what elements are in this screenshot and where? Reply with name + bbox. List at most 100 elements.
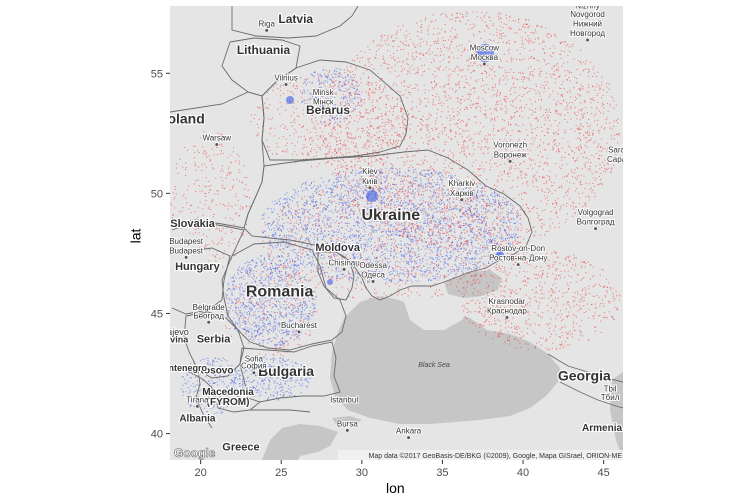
data-point	[483, 321, 485, 323]
data-point	[473, 322, 475, 324]
data-point	[516, 110, 518, 112]
data-point	[352, 59, 354, 61]
data-point	[325, 138, 327, 140]
data-point	[542, 40, 544, 42]
data-point	[465, 240, 467, 242]
data-point	[546, 203, 548, 205]
data-point	[479, 110, 481, 112]
data-point	[385, 141, 387, 143]
data-point	[227, 168, 229, 170]
data-point	[317, 104, 319, 106]
data-point	[488, 316, 490, 318]
data-point	[532, 74, 534, 76]
data-point	[559, 53, 561, 55]
data-point	[560, 270, 562, 272]
data-point	[482, 152, 484, 154]
data-point	[444, 185, 446, 187]
data-point	[441, 130, 443, 132]
data-point	[492, 89, 494, 91]
data-point	[569, 72, 571, 74]
data-point	[602, 162, 604, 164]
data-point	[561, 156, 563, 158]
data-point	[543, 58, 545, 60]
data-point	[612, 295, 614, 297]
data-point	[330, 155, 332, 157]
black-sea	[330, 296, 560, 424]
data-point	[480, 168, 482, 170]
data-point	[469, 139, 471, 141]
data-point	[356, 151, 358, 153]
data-point	[476, 213, 478, 215]
data-point	[529, 73, 531, 75]
data-point	[540, 200, 542, 202]
data-point	[202, 208, 204, 210]
data-point	[539, 145, 541, 147]
data-point	[585, 137, 587, 139]
data-point	[441, 246, 443, 248]
data-point	[458, 84, 460, 86]
data-point	[572, 201, 574, 203]
data-point	[355, 237, 357, 239]
data-point	[483, 316, 485, 318]
data-point	[439, 155, 441, 157]
data-point	[404, 292, 406, 294]
data-point	[276, 153, 278, 155]
data-point	[441, 111, 443, 113]
data-point	[394, 70, 396, 72]
data-point	[593, 72, 595, 74]
data-point	[279, 209, 281, 211]
data-point	[553, 139, 555, 141]
data-point	[329, 85, 331, 87]
data-point	[481, 11, 483, 13]
data-point	[172, 214, 174, 216]
data-point	[576, 82, 578, 84]
data-point	[507, 124, 509, 126]
data-point	[462, 17, 464, 19]
data-point	[414, 58, 416, 60]
data-point	[548, 115, 550, 117]
data-point	[272, 259, 274, 261]
data-point	[340, 166, 342, 168]
data-point	[204, 244, 206, 246]
data-point	[367, 174, 369, 176]
data-point	[470, 89, 472, 91]
data-point	[437, 47, 439, 49]
data-point	[451, 27, 453, 29]
data-point	[398, 133, 400, 135]
data-point	[574, 130, 576, 132]
data-point	[515, 259, 517, 261]
data-point	[384, 62, 386, 64]
data-point	[292, 85, 294, 87]
data-point	[558, 290, 560, 292]
data-point	[389, 71, 391, 73]
data-point	[218, 140, 220, 142]
data-point	[447, 111, 449, 113]
data-point	[419, 58, 421, 60]
data-point	[500, 13, 502, 15]
data-point	[491, 87, 493, 89]
data-point	[373, 213, 375, 215]
data-point	[519, 214, 521, 216]
data-point	[538, 341, 540, 343]
data-point	[561, 332, 563, 334]
data-point	[547, 230, 549, 232]
data-point	[514, 41, 516, 43]
data-point	[413, 68, 415, 70]
data-point	[400, 41, 402, 43]
data-point	[384, 35, 386, 37]
data-point	[340, 131, 342, 133]
data-point	[345, 165, 347, 167]
data-point	[450, 138, 452, 140]
data-point	[420, 20, 422, 22]
data-point	[551, 149, 553, 151]
data-point	[486, 71, 488, 73]
data-point	[541, 189, 543, 191]
data-point	[346, 217, 348, 219]
data-point	[356, 206, 358, 208]
data-point	[250, 121, 252, 123]
data-point	[541, 277, 543, 279]
data-point	[511, 78, 513, 80]
data-point	[573, 202, 575, 204]
data-point	[240, 205, 242, 207]
data-point	[567, 112, 569, 114]
